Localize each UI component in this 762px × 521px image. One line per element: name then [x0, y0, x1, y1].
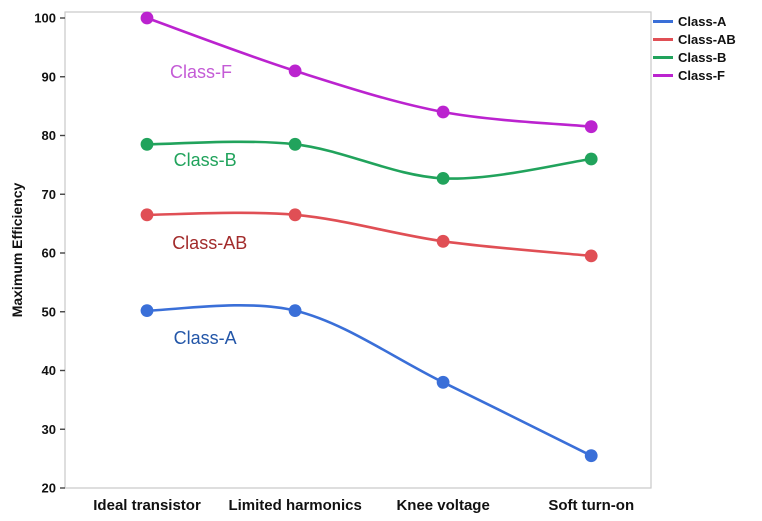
data-point-class-a	[288, 304, 302, 317]
chart-legend: Class-A Class-AB Class-B Class-F	[653, 13, 736, 83]
data-point-class-b	[436, 172, 450, 185]
data-point-class-a	[436, 375, 450, 389]
legend-entry-class-ab: Class-AB	[653, 31, 736, 47]
data-point-class-f	[288, 64, 302, 78]
data-point-class-f	[436, 105, 450, 119]
data-point-class-f	[140, 11, 154, 25]
legend-swatch-class-a	[653, 19, 673, 23]
legend-label-class-f: Class-F	[678, 67, 725, 83]
series-line-class-f	[146, 16, 592, 128]
y-tick-label: 70	[42, 187, 56, 202]
legend-entry-class-a: Class-A	[653, 13, 736, 29]
series-line-class-b	[147, 140, 592, 180]
plot-border	[64, 11, 652, 489]
y-tick-label: 60	[42, 246, 56, 261]
data-point-class-b	[140, 137, 154, 151]
series-label-class-ab: Class-AB	[172, 233, 247, 253]
x-tick-label: Limited harmonics	[228, 497, 361, 514]
y-axis-title: Maximum Efficiency	[9, 182, 25, 317]
series-label-class-f: Class-F	[170, 62, 232, 82]
data-point-class-ab	[436, 234, 450, 248]
legend-label-class-a: Class-A	[678, 13, 727, 29]
series-line-class-a	[147, 303, 592, 457]
y-tick-label: 20	[42, 481, 56, 496]
legend-swatch-class-f	[653, 73, 673, 77]
data-point-class-f	[584, 120, 598, 134]
y-tick-label: 50	[42, 304, 56, 319]
y-tick-label: 40	[42, 363, 56, 378]
series-line-class-ab	[147, 211, 592, 258]
legend-swatch-class-ab	[653, 37, 673, 41]
series-label-class-a: Class-A	[174, 328, 237, 348]
data-point-class-b	[584, 152, 598, 166]
x-tick-label: Soft turn-on	[548, 497, 634, 514]
data-point-class-ab	[140, 208, 154, 222]
y-tick-label: 30	[42, 422, 56, 437]
data-point-class-a	[584, 449, 598, 463]
x-tick-label: Ideal transistor	[93, 497, 201, 514]
y-tick-label: 80	[42, 128, 56, 143]
data-point-class-ab	[288, 208, 302, 222]
legend-entry-class-b: Class-B	[653, 49, 736, 65]
x-tick-label: Knee voltage	[396, 497, 489, 514]
legend-label-class-ab: Class-AB	[678, 31, 736, 47]
y-tick-label: 90	[42, 69, 56, 84]
data-point-class-b	[288, 137, 302, 151]
data-point-class-a	[140, 304, 154, 317]
series-label-class-b: Class-B	[174, 150, 237, 170]
legend-swatch-class-b	[653, 55, 673, 59]
data-point-class-ab	[584, 249, 598, 263]
legend-entry-class-f: Class-F	[653, 67, 736, 83]
y-tick-label: 100	[34, 11, 56, 26]
legend-label-class-b: Class-B	[678, 49, 727, 65]
